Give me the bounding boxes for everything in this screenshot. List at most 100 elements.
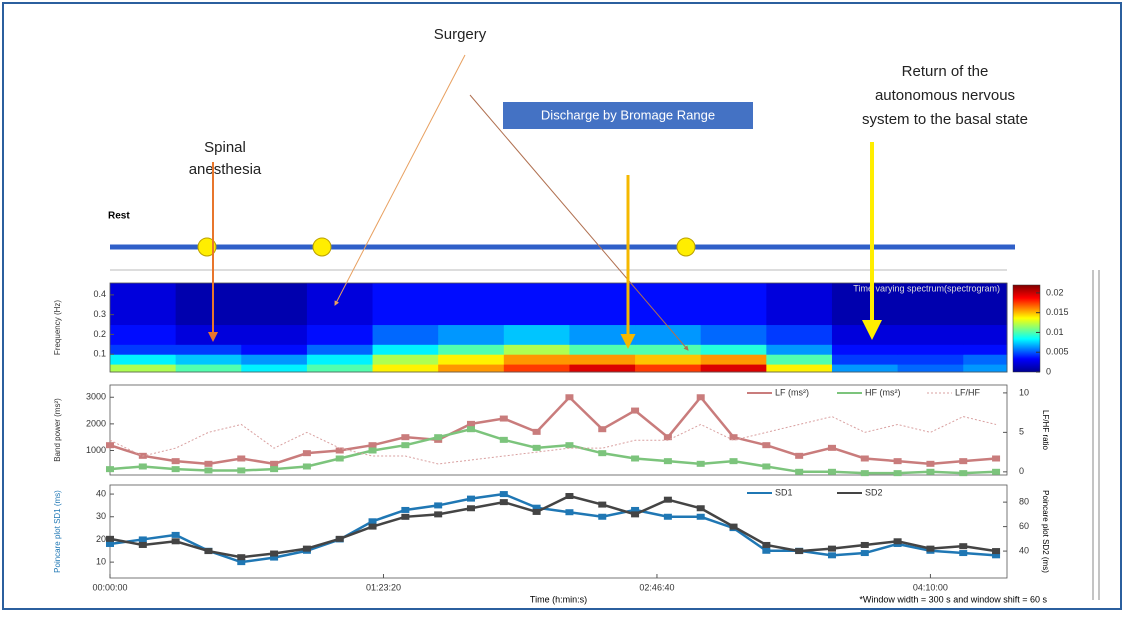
heat-cell <box>503 364 570 373</box>
y2-axis-label: Poincare plot SD2 (ms) <box>1041 490 1050 573</box>
y2-tick-label: 0 <box>1019 466 1024 476</box>
heat-cell <box>438 324 505 345</box>
series-marker <box>631 511 640 518</box>
heat-cell <box>831 354 899 365</box>
spinal-label: anesthesia <box>189 161 262 178</box>
heat-cell <box>175 283 242 326</box>
heat-cell <box>635 324 702 345</box>
series-marker <box>860 541 869 548</box>
series-marker <box>696 460 705 467</box>
x-tick-label: 00:00:00 <box>92 582 127 592</box>
heat-cell <box>831 283 899 326</box>
series-marker <box>762 442 771 449</box>
series-marker <box>893 458 902 465</box>
series-marker <box>959 470 968 477</box>
series-marker <box>860 455 869 462</box>
heat-cell <box>963 364 1008 373</box>
heat-cell <box>569 354 636 365</box>
heat-cell <box>569 283 636 326</box>
heat-cell <box>241 354 308 365</box>
heat-cell <box>897 364 964 373</box>
series-marker <box>696 513 705 520</box>
plots: Time varying spectrum(spectrogram) 0 0.005… <box>53 282 1069 604</box>
y-axis-label: Band power (ms²) <box>53 398 62 462</box>
series-marker <box>959 458 968 465</box>
series-marker <box>992 552 1001 559</box>
plot-frame <box>109 484 1008 579</box>
series-marker <box>237 467 246 474</box>
series-marker <box>237 554 246 561</box>
heat-cell <box>635 344 702 355</box>
heat-cell <box>306 324 374 345</box>
series-marker <box>302 463 311 470</box>
heat-cell <box>635 364 702 373</box>
series-marker <box>598 513 607 520</box>
y-tick-label: 0.4 <box>93 289 106 299</box>
series-marker <box>171 531 180 538</box>
series-marker <box>598 450 607 457</box>
series-marker <box>663 434 672 441</box>
series-marker <box>106 535 114 542</box>
heat-cell <box>110 324 177 345</box>
series-marker <box>860 470 869 477</box>
heat-cell <box>503 324 570 345</box>
heat-cell <box>897 354 964 365</box>
y-tick-label: 0.1 <box>93 349 106 359</box>
series-marker <box>237 455 246 462</box>
surgery-label: Surgery <box>434 26 487 43</box>
heat-cell <box>569 364 636 373</box>
series-marker <box>171 538 180 545</box>
spectrogram-title: Time varying spectrum(spectrogram) <box>853 283 1000 293</box>
colorbar-tick-label: 0.015 <box>1046 307 1069 317</box>
heat-cell <box>569 344 636 355</box>
series-marker <box>237 559 246 566</box>
y-tick-label: 0.3 <box>93 309 106 319</box>
event-dot <box>197 237 217 257</box>
series-marker <box>532 444 541 451</box>
heat-cell <box>110 354 177 365</box>
series-marker <box>368 447 377 454</box>
series-marker <box>729 458 738 465</box>
colorbar-tick-label: 0.02 <box>1046 287 1064 297</box>
legend-label: SD1 <box>775 487 793 497</box>
heat-cell <box>175 344 242 355</box>
heat-cell <box>700 283 767 326</box>
heat-cell <box>175 364 242 373</box>
heat-cell <box>372 283 439 326</box>
y-tick-label: 10 <box>96 556 106 566</box>
heat-cell <box>766 324 833 345</box>
heat-cell <box>503 283 570 326</box>
series-marker <box>401 442 410 449</box>
series-marker <box>532 508 541 515</box>
heat-cell <box>241 344 308 355</box>
heat-cell <box>700 344 767 355</box>
series-marker <box>204 467 213 474</box>
colorbar-tick-label: 0.005 <box>1046 347 1069 357</box>
arrow <box>334 54 466 306</box>
series-marker <box>368 442 377 449</box>
series-line <box>109 416 997 465</box>
heat-cell <box>503 344 570 355</box>
y-tick-label: 2000 <box>86 418 106 428</box>
return-label: autonomous nervous <box>875 87 1015 104</box>
x-tick-label: 01:23:20 <box>366 582 401 592</box>
series-marker <box>565 442 574 449</box>
series-marker <box>499 415 508 422</box>
series-marker <box>401 513 410 520</box>
series-marker <box>696 394 705 401</box>
heat-cell <box>438 283 505 326</box>
series-marker <box>466 495 475 502</box>
y-axis-label: Frequency (Hz) <box>53 300 62 355</box>
y2-tick-label: 10 <box>1019 387 1029 397</box>
heat-cell <box>438 354 505 365</box>
legend-label: LF (ms²) <box>775 387 809 397</box>
discharge-box <box>503 102 753 129</box>
y-tick-label: 20 <box>96 534 106 544</box>
series-marker <box>992 455 1001 462</box>
heat-cell <box>897 324 964 345</box>
heat-cell <box>241 324 308 345</box>
heat-cell <box>110 344 177 355</box>
series-marker <box>106 466 114 473</box>
series-line <box>109 427 997 475</box>
